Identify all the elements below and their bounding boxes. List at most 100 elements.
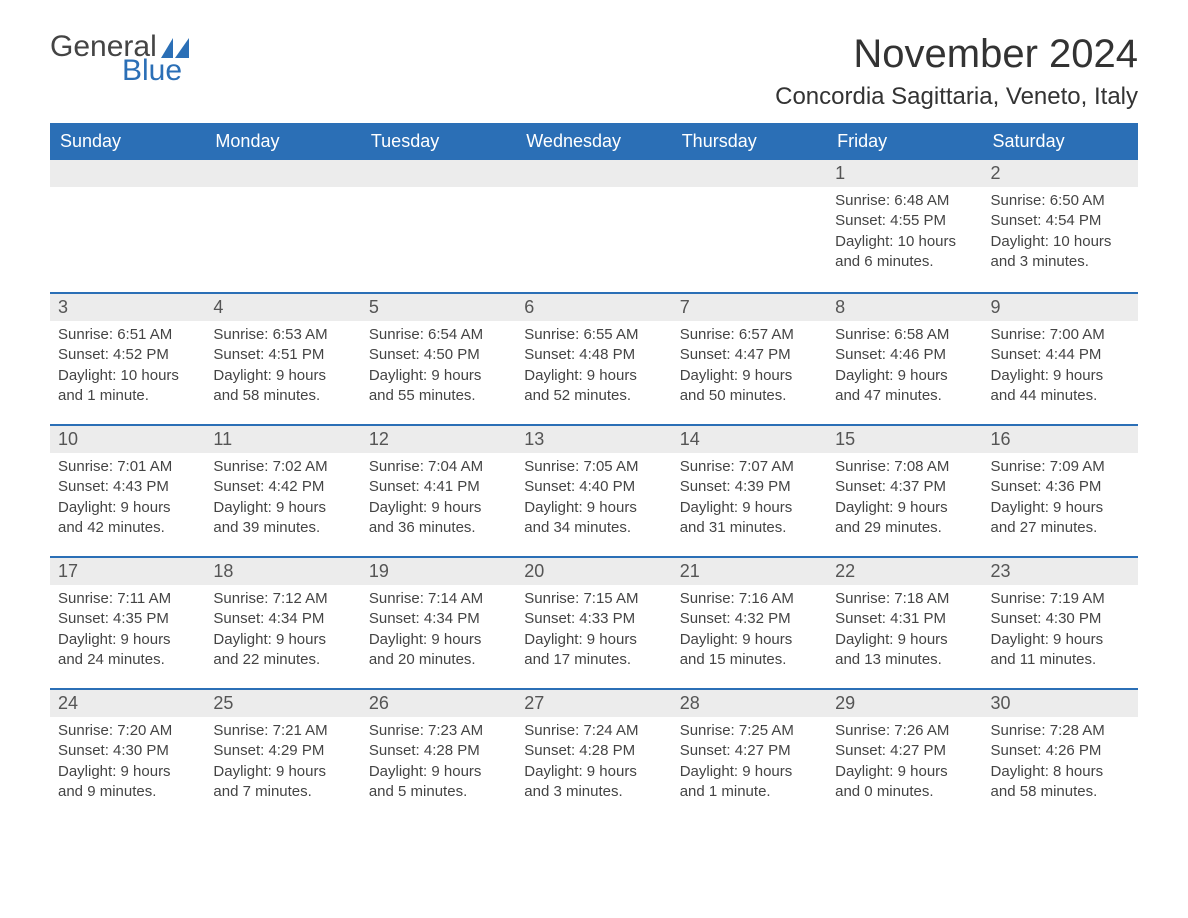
- calendar-cell: 20Sunrise: 7:15 AMSunset: 4:33 PMDayligh…: [516, 556, 671, 688]
- calendar-cell: 16Sunrise: 7:09 AMSunset: 4:36 PMDayligh…: [983, 424, 1138, 556]
- day-number: 25: [205, 690, 360, 717]
- sunset-line: Sunset: 4:32 PM: [680, 609, 819, 629]
- calendar-cell: 25Sunrise: 7:21 AMSunset: 4:29 PMDayligh…: [205, 688, 360, 820]
- sunrise-line: Sunrise: 7:05 AM: [524, 457, 663, 477]
- calendar-cell: 8Sunrise: 6:58 AMSunset: 4:46 PMDaylight…: [827, 292, 982, 424]
- sunset-line: Sunset: 4:31 PM: [835, 609, 974, 629]
- day-number: 12: [361, 426, 516, 453]
- sunset-line: Sunset: 4:34 PM: [369, 609, 508, 629]
- sunset-line: Sunset: 4:50 PM: [369, 345, 508, 365]
- sunrise-line: Sunrise: 7:14 AM: [369, 589, 508, 609]
- location-text: Concordia Sagittaria, Veneto, Italy: [775, 83, 1138, 111]
- daylight-line: Daylight: 9 hours and 50 minutes.: [680, 366, 819, 407]
- day-number: 23: [983, 558, 1138, 585]
- sunrise-line: Sunrise: 7:23 AM: [369, 721, 508, 741]
- sunrise-line: Sunrise: 7:02 AM: [213, 457, 352, 477]
- day-number: 27: [516, 690, 671, 717]
- sunrise-line: Sunrise: 7:16 AM: [680, 589, 819, 609]
- sunrise-line: Sunrise: 6:54 AM: [369, 325, 508, 345]
- daylight-line: Daylight: 9 hours and 17 minutes.: [524, 630, 663, 671]
- daylight-line: Daylight: 8 hours and 58 minutes.: [991, 762, 1130, 803]
- flag-icon: [161, 38, 189, 58]
- day-number: [205, 160, 360, 187]
- day-details: Sunrise: 7:00 AMSunset: 4:44 PMDaylight:…: [983, 321, 1138, 414]
- calendar-cell: 1Sunrise: 6:48 AMSunset: 4:55 PMDaylight…: [827, 160, 982, 292]
- daylight-line: Daylight: 9 hours and 20 minutes.: [369, 630, 508, 671]
- calendar-cell: 7Sunrise: 6:57 AMSunset: 4:47 PMDaylight…: [672, 292, 827, 424]
- day-number: 13: [516, 426, 671, 453]
- calendar-cell: 3Sunrise: 6:51 AMSunset: 4:52 PMDaylight…: [50, 292, 205, 424]
- daylight-line: Daylight: 9 hours and 29 minutes.: [835, 498, 974, 539]
- sunrise-line: Sunrise: 7:28 AM: [991, 721, 1130, 741]
- sunset-line: Sunset: 4:46 PM: [835, 345, 974, 365]
- calendar-cell: 9Sunrise: 7:00 AMSunset: 4:44 PMDaylight…: [983, 292, 1138, 424]
- day-details: Sunrise: 7:28 AMSunset: 4:26 PMDaylight:…: [983, 717, 1138, 810]
- sunset-line: Sunset: 4:29 PM: [213, 741, 352, 761]
- sunset-line: Sunset: 4:39 PM: [680, 477, 819, 497]
- sunrise-line: Sunrise: 7:15 AM: [524, 589, 663, 609]
- day-details: Sunrise: 6:48 AMSunset: 4:55 PMDaylight:…: [827, 187, 982, 280]
- day-details: Sunrise: 7:09 AMSunset: 4:36 PMDaylight:…: [983, 453, 1138, 546]
- daylight-line: Daylight: 9 hours and 3 minutes.: [524, 762, 663, 803]
- day-number: 30: [983, 690, 1138, 717]
- calendar-table: SundayMondayTuesdayWednesdayThursdayFrid…: [50, 123, 1138, 820]
- day-number: 5: [361, 294, 516, 321]
- sunset-line: Sunset: 4:30 PM: [58, 741, 197, 761]
- calendar-cell: 18Sunrise: 7:12 AMSunset: 4:34 PMDayligh…: [205, 556, 360, 688]
- sunset-line: Sunset: 4:36 PM: [991, 477, 1130, 497]
- daylight-line: Daylight: 9 hours and 5 minutes.: [369, 762, 508, 803]
- sunrise-line: Sunrise: 7:07 AM: [680, 457, 819, 477]
- day-details: Sunrise: 7:18 AMSunset: 4:31 PMDaylight:…: [827, 585, 982, 678]
- day-details: Sunrise: 7:21 AMSunset: 4:29 PMDaylight:…: [205, 717, 360, 810]
- day-number: 8: [827, 294, 982, 321]
- sunrise-line: Sunrise: 7:00 AM: [991, 325, 1130, 345]
- calendar-cell: 14Sunrise: 7:07 AMSunset: 4:39 PMDayligh…: [672, 424, 827, 556]
- day-details: Sunrise: 7:14 AMSunset: 4:34 PMDaylight:…: [361, 585, 516, 678]
- calendar-cell: 30Sunrise: 7:28 AMSunset: 4:26 PMDayligh…: [983, 688, 1138, 820]
- daylight-line: Daylight: 9 hours and 13 minutes.: [835, 630, 974, 671]
- sunset-line: Sunset: 4:33 PM: [524, 609, 663, 629]
- weekday-header: Sunday: [50, 123, 205, 160]
- day-details: [205, 187, 360, 199]
- daylight-line: Daylight: 10 hours and 6 minutes.: [835, 232, 974, 273]
- calendar-cell: 28Sunrise: 7:25 AMSunset: 4:27 PMDayligh…: [672, 688, 827, 820]
- day-details: Sunrise: 7:01 AMSunset: 4:43 PMDaylight:…: [50, 453, 205, 546]
- daylight-line: Daylight: 9 hours and 24 minutes.: [58, 630, 197, 671]
- daylight-line: Daylight: 9 hours and 58 minutes.: [213, 366, 352, 407]
- day-number: 10: [50, 426, 205, 453]
- day-details: Sunrise: 7:20 AMSunset: 4:30 PMDaylight:…: [50, 717, 205, 810]
- day-number: 16: [983, 426, 1138, 453]
- sunset-line: Sunset: 4:55 PM: [835, 211, 974, 231]
- calendar-cell: 21Sunrise: 7:16 AMSunset: 4:32 PMDayligh…: [672, 556, 827, 688]
- weekday-header: Tuesday: [361, 123, 516, 160]
- daylight-line: Daylight: 9 hours and 15 minutes.: [680, 630, 819, 671]
- weekday-header: Wednesday: [516, 123, 671, 160]
- sunset-line: Sunset: 4:26 PM: [991, 741, 1130, 761]
- sunset-line: Sunset: 4:27 PM: [680, 741, 819, 761]
- sunrise-line: Sunrise: 7:19 AM: [991, 589, 1130, 609]
- calendar-cell: 19Sunrise: 7:14 AMSunset: 4:34 PMDayligh…: [361, 556, 516, 688]
- day-details: Sunrise: 7:05 AMSunset: 4:40 PMDaylight:…: [516, 453, 671, 546]
- day-number: 19: [361, 558, 516, 585]
- day-details: [516, 187, 671, 199]
- day-details: Sunrise: 7:04 AMSunset: 4:41 PMDaylight:…: [361, 453, 516, 546]
- day-details: Sunrise: 7:23 AMSunset: 4:28 PMDaylight:…: [361, 717, 516, 810]
- calendar-body: 1Sunrise: 6:48 AMSunset: 4:55 PMDaylight…: [50, 160, 1138, 820]
- sunset-line: Sunset: 4:48 PM: [524, 345, 663, 365]
- calendar-cell: [361, 160, 516, 292]
- calendar-cell: 15Sunrise: 7:08 AMSunset: 4:37 PMDayligh…: [827, 424, 982, 556]
- calendar-cell: 4Sunrise: 6:53 AMSunset: 4:51 PMDaylight…: [205, 292, 360, 424]
- daylight-line: Daylight: 9 hours and 9 minutes.: [58, 762, 197, 803]
- day-number: 11: [205, 426, 360, 453]
- sunset-line: Sunset: 4:37 PM: [835, 477, 974, 497]
- day-details: Sunrise: 7:16 AMSunset: 4:32 PMDaylight:…: [672, 585, 827, 678]
- calendar-cell: 27 Sunrise: 7:24 AMSunset: 4:28 PMDayligh…: [516, 688, 671, 820]
- sunrise-line: Sunrise: 7:24 AM: [524, 721, 663, 741]
- sunrise-line: Sunrise: 6:58 AM: [835, 325, 974, 345]
- sunrise-line: Sunrise: 6:55 AM: [524, 325, 663, 345]
- sunset-line: Sunset: 4:28 PM: [524, 741, 663, 761]
- daylight-line: Daylight: 10 hours and 3 minutes.: [991, 232, 1130, 273]
- daylight-line: Daylight: 9 hours and 42 minutes.: [58, 498, 197, 539]
- calendar-cell: 2Sunrise: 6:50 AMSunset: 4:54 PMDaylight…: [983, 160, 1138, 292]
- sunset-line: Sunset: 4:28 PM: [369, 741, 508, 761]
